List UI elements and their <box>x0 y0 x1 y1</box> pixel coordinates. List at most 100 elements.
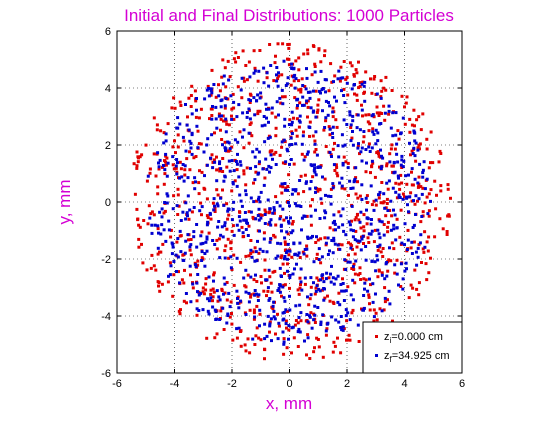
point-final <box>184 217 188 221</box>
point-final <box>376 139 380 143</box>
point-final <box>246 221 249 225</box>
point-final <box>341 161 345 165</box>
point-initial <box>156 185 160 189</box>
point-final <box>362 308 365 312</box>
point-initial <box>299 90 303 94</box>
point-final <box>271 211 275 215</box>
point-final <box>331 276 335 280</box>
point-initial <box>171 294 175 298</box>
point-initial <box>232 57 236 61</box>
point-initial <box>158 250 161 254</box>
point-initial <box>332 340 336 344</box>
point-initial <box>286 262 289 266</box>
point-final <box>235 115 239 119</box>
point-final <box>164 132 168 136</box>
point-final <box>286 76 290 80</box>
point-final <box>395 152 399 156</box>
point-final <box>293 202 297 206</box>
point-initial <box>439 152 443 155</box>
point-initial <box>164 163 168 167</box>
chart-title: Initial and Final Distributions: 1000 Pa… <box>124 6 454 25</box>
point-initial <box>315 336 319 340</box>
point-final <box>205 249 209 253</box>
point-initial <box>309 204 312 208</box>
point-initial <box>362 229 366 233</box>
point-final <box>396 160 400 164</box>
y-tick-label: -4 <box>101 311 111 323</box>
point-initial <box>437 160 441 164</box>
point-final <box>385 274 389 278</box>
point-final <box>324 78 328 82</box>
point-initial <box>357 340 361 343</box>
point-initial <box>176 133 180 137</box>
point-initial <box>336 174 340 178</box>
point-final <box>404 261 408 265</box>
point-final <box>268 322 272 326</box>
point-initial <box>276 312 279 316</box>
point-final <box>331 110 335 114</box>
point-final <box>305 67 308 71</box>
point-initial <box>429 161 432 165</box>
point-initial <box>408 130 412 134</box>
point-initial <box>295 117 299 121</box>
point-initial <box>263 258 267 262</box>
point-initial <box>240 225 244 229</box>
point-final <box>238 219 242 223</box>
point-initial <box>365 222 369 226</box>
point-initial <box>303 85 307 88</box>
point-initial <box>342 60 346 63</box>
point-initial <box>273 235 277 239</box>
point-final <box>277 286 281 290</box>
point-final <box>421 171 425 175</box>
point-initial <box>283 162 287 165</box>
point-initial <box>378 245 381 249</box>
point-initial <box>215 188 219 192</box>
point-final <box>389 228 393 232</box>
point-final <box>255 147 259 151</box>
point-initial <box>265 76 269 80</box>
point-final <box>267 298 271 302</box>
point-initial <box>391 319 394 323</box>
point-final <box>349 123 353 127</box>
point-final <box>281 330 285 334</box>
y-tick-label: 4 <box>105 83 111 95</box>
point-initial <box>202 186 206 190</box>
point-final <box>267 164 271 168</box>
point-final <box>287 201 290 204</box>
point-final <box>304 181 308 185</box>
point-final <box>219 196 223 200</box>
point-initial <box>211 287 215 291</box>
point-final <box>208 211 212 215</box>
point-final <box>395 226 399 230</box>
point-final <box>258 160 261 164</box>
point-initial <box>285 326 288 330</box>
point-initial <box>331 350 335 354</box>
point-initial <box>156 192 160 196</box>
point-initial <box>221 157 225 160</box>
point-initial <box>352 74 356 78</box>
point-final <box>204 240 208 244</box>
point-initial <box>360 103 363 107</box>
point-initial <box>314 89 318 93</box>
point-initial <box>231 92 235 96</box>
point-initial <box>362 135 366 139</box>
point-final <box>374 142 378 146</box>
point-initial <box>287 173 291 177</box>
point-final <box>280 140 284 144</box>
point-final <box>261 167 265 171</box>
point-final <box>193 263 197 267</box>
point-final <box>163 168 167 172</box>
point-final <box>158 158 162 162</box>
point-initial <box>320 288 324 292</box>
point-initial <box>346 338 350 342</box>
point-final <box>329 280 333 284</box>
point-final <box>338 247 342 251</box>
point-final <box>219 167 223 171</box>
point-initial <box>419 128 423 132</box>
point-initial <box>283 271 286 275</box>
point-final <box>306 90 310 94</box>
point-initial <box>201 286 205 290</box>
point-final <box>299 267 303 271</box>
point-final <box>367 145 371 149</box>
point-initial <box>290 351 293 355</box>
